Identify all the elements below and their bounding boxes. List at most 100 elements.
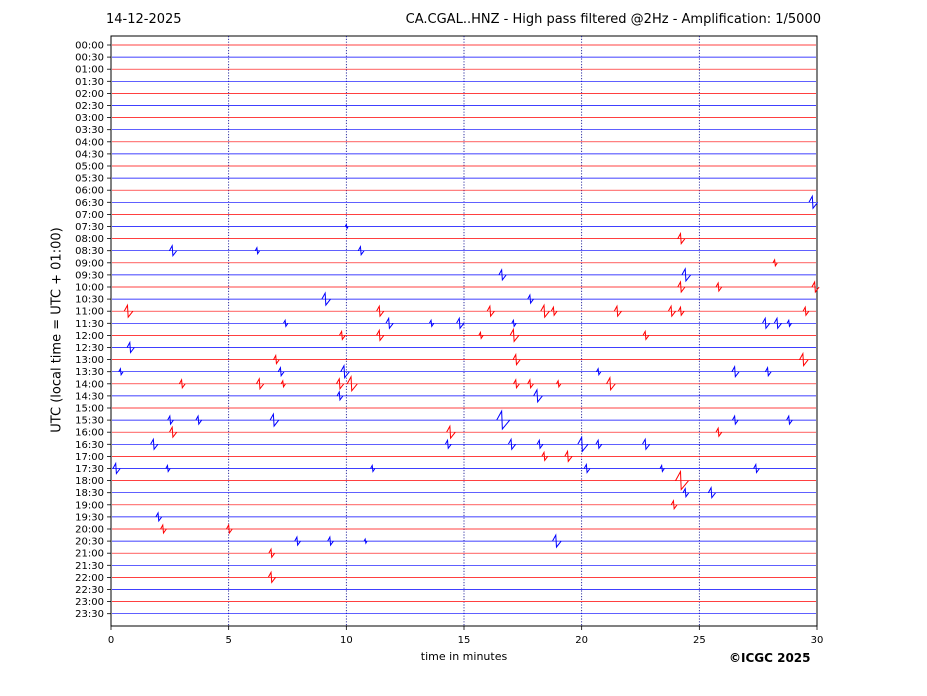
seismic-event: [540, 303, 550, 319]
seismic-event: [344, 223, 349, 230]
seismic-event: [268, 547, 276, 559]
y-tick-label: 14:00: [75, 379, 104, 390]
y-tick-label: 22:00: [75, 573, 104, 584]
seismic-event: [764, 366, 772, 378]
seismic-event: [336, 390, 344, 402]
y-tick-label: 17:30: [75, 464, 104, 475]
seismic-event: [178, 378, 186, 390]
y-tick-label: 08:00: [75, 234, 104, 245]
y-tick-label: 15:00: [75, 404, 104, 415]
seismic-event: [577, 435, 589, 453]
x-tick-label: 10: [340, 635, 353, 646]
seismic-event: [226, 523, 233, 535]
y-tick-label: 04:00: [75, 137, 104, 148]
seismic-event: [118, 367, 124, 377]
y-tick-label: 01:30: [75, 77, 104, 88]
y-tick-label: 07:30: [75, 222, 104, 233]
seismic-event: [123, 303, 134, 319]
seismic-event: [428, 318, 435, 328]
seismic-event: [327, 535, 334, 547]
y-tick-label: 09:00: [75, 258, 104, 269]
seismic-event: [385, 316, 394, 330]
seismic-event: [667, 304, 676, 318]
seismic-event: [677, 305, 685, 317]
y-tick-label: 23:00: [75, 597, 104, 608]
seismic-event: [533, 388, 543, 404]
copyright-credit: ©ICGC 2025: [729, 651, 811, 665]
y-tick-label: 02:30: [75, 101, 104, 112]
seismic-event: [682, 487, 690, 499]
seismic-event: [707, 485, 716, 500]
y-tick-label: 17:00: [75, 452, 104, 463]
y-tick-label: 01:00: [75, 65, 104, 76]
y-tick-label: 10:30: [75, 295, 104, 306]
seismic-event: [456, 316, 465, 330]
y-tick-label: 20:00: [75, 525, 104, 536]
y-tick-label: 09:30: [75, 270, 104, 281]
seismic-event: [446, 424, 456, 440]
event-marks: [112, 194, 820, 584]
seismic-event: [564, 449, 573, 463]
seismic-event: [165, 463, 171, 473]
seismic-event: [513, 378, 520, 390]
seismic-event: [195, 414, 203, 426]
seismic-event: [357, 245, 365, 257]
y-tick-label: 14:30: [75, 391, 104, 402]
seismic-event: [155, 511, 163, 523]
seismic-event: [478, 330, 484, 340]
seismic-event: [799, 351, 809, 367]
seismic-event: [715, 426, 723, 438]
seismic-event: [772, 258, 778, 268]
trace-lines: [112, 44, 816, 615]
seismic-event: [802, 305, 810, 317]
y-tick-label: 00:30: [75, 53, 104, 64]
seismic-event: [370, 463, 376, 473]
seismic-event: [550, 305, 558, 317]
y-tick-label: 20:30: [75, 537, 104, 548]
y-tick-label: 16:00: [75, 428, 104, 439]
seismic-event: [786, 414, 793, 426]
seismic-event: [294, 535, 301, 547]
seismic-event: [338, 329, 346, 341]
seismic-event: [675, 469, 689, 491]
chart-date: 14-12-2025: [106, 12, 182, 27]
y-tick-label: 13:30: [75, 367, 104, 378]
x-tick-label: 5: [225, 635, 231, 646]
y-tick-label: 19:30: [75, 512, 104, 523]
y-tick-label: 03:00: [75, 113, 104, 124]
y-tick-label: 13:00: [75, 355, 104, 366]
y-tick-label: 06:30: [75, 198, 104, 209]
seismic-event: [541, 450, 549, 462]
x-axis-label: time in minutes: [420, 650, 508, 663]
y-tick-label: 18:30: [75, 488, 104, 499]
seismic-event: [642, 329, 650, 341]
y-tick-label: 05:30: [75, 174, 104, 185]
seismic-event: [512, 352, 521, 366]
x-tick-label: 20: [575, 635, 588, 646]
y-tick-label: 21:00: [75, 549, 104, 560]
y-tick-label: 02:00: [75, 89, 104, 100]
y-tick-label: 19:00: [75, 500, 104, 511]
seismic-event: [346, 375, 358, 393]
seismic-event: [731, 364, 740, 379]
seismic-event: [273, 353, 280, 365]
seismic-event: [167, 414, 174, 426]
seismic-event: [762, 316, 771, 330]
seismic-event: [677, 280, 686, 294]
seismic-event: [321, 291, 331, 307]
seismic-event: [511, 318, 517, 328]
seismic-event: [527, 378, 534, 390]
seismic-event: [363, 537, 368, 545]
seismic-event: [681, 267, 692, 283]
seismic-event: [786, 318, 792, 328]
y-tick-label: 06:00: [75, 186, 104, 197]
seismic-event: [527, 293, 534, 305]
y-tick-label: 11:00: [75, 307, 104, 318]
seismic-event: [670, 499, 678, 511]
y-tick-label: 12:30: [75, 343, 104, 354]
seismic-event: [556, 379, 562, 389]
y-tick-label: 10:00: [75, 283, 104, 294]
seismic-event: [509, 327, 520, 343]
y-tick-labels: 00:0000:3001:0001:3002:0002:3003:0003:30…: [75, 41, 111, 620]
seismic-event: [486, 304, 495, 318]
